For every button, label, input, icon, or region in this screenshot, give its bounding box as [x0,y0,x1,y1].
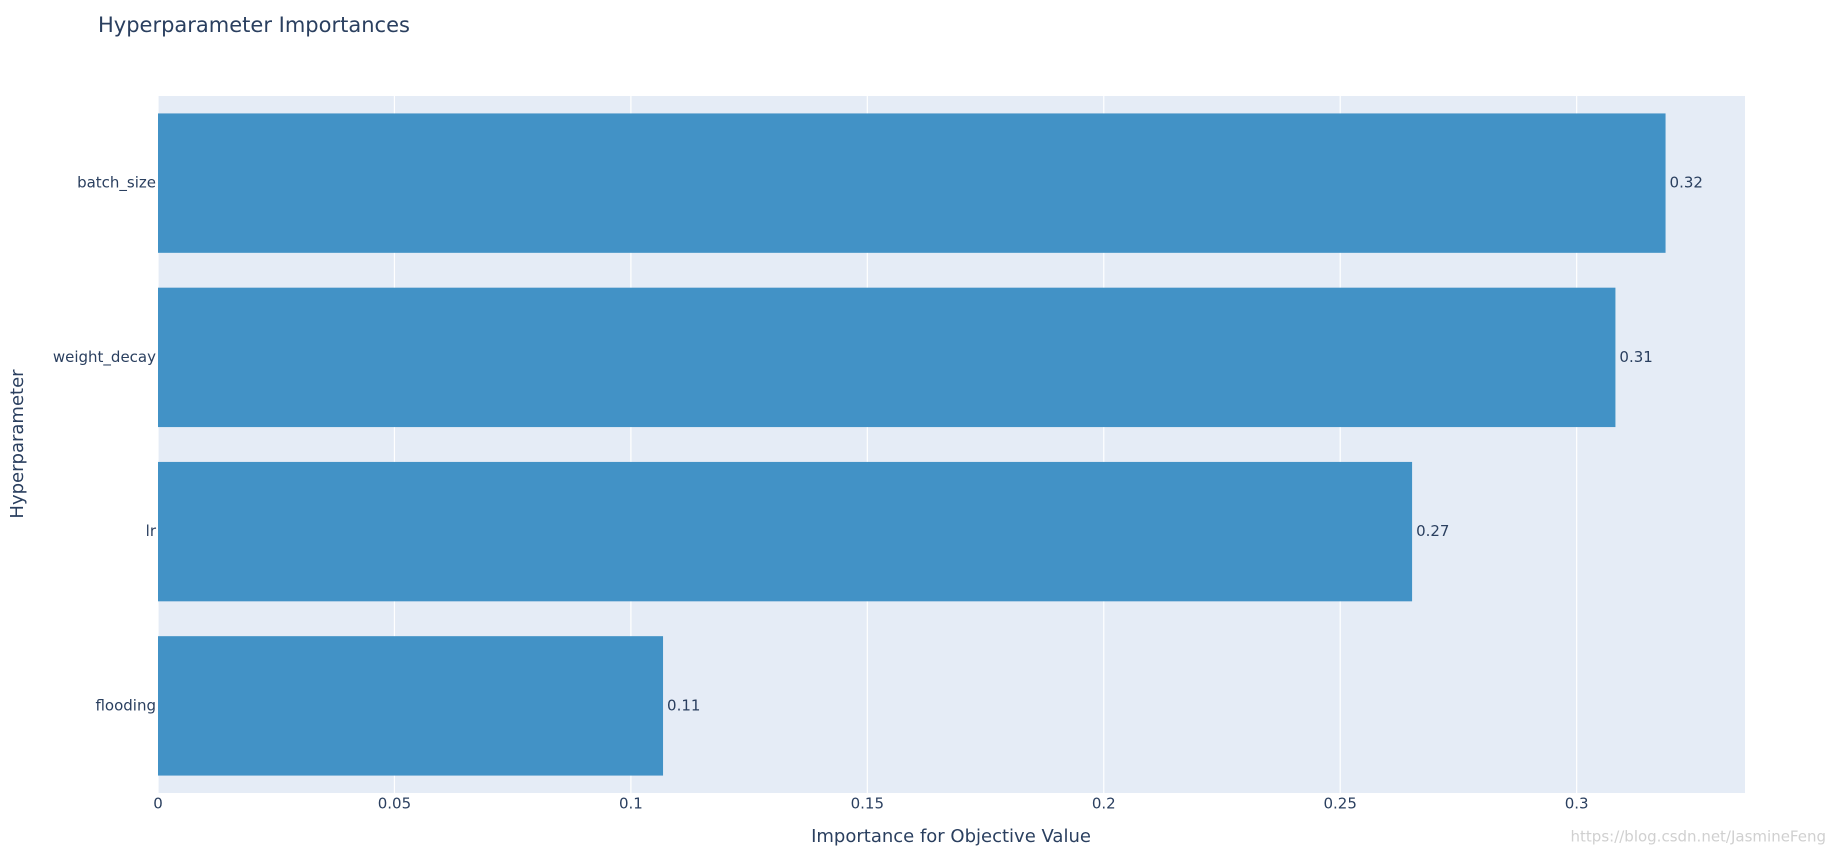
value-label: 0.11 [667,696,700,714]
y-tick-label: lr [146,522,157,540]
x-tick-label: 0.15 [851,795,884,813]
x-tick-label: 0 [153,795,163,813]
x-tick-label: 0.05 [378,795,411,813]
x-tick-label: 0.1 [619,795,643,813]
x-axis-title: Importance for Objective Value [811,826,1091,847]
chart-title: Hyperparameter Importances [98,13,410,37]
x-tick-label: 0.2 [1092,795,1116,813]
bar [158,287,1616,428]
y-tick-label: flooding [95,696,156,714]
bar [158,636,664,776]
y-tick-label: batch_size [77,174,156,193]
x-tick-label: 0.25 [1324,795,1357,813]
value-label: 0.32 [1670,174,1703,192]
y-tick-label: weight_decay [53,348,156,367]
bar [158,461,1413,602]
watermark: https://blog.csdn.net/JasmineFeng [1571,828,1826,846]
bar [158,113,1666,253]
value-label: 0.31 [1619,348,1652,366]
y-axis-title: Hyperparameter [7,369,28,519]
x-tick-label: 0.3 [1565,795,1589,813]
value-label: 0.27 [1416,522,1449,540]
